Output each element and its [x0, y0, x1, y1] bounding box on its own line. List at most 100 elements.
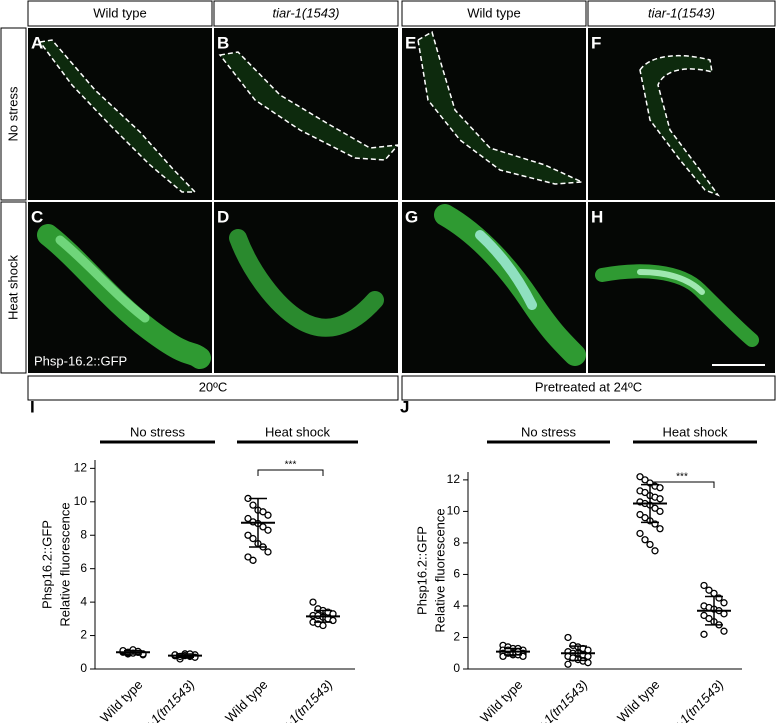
worm — [218, 51, 400, 161]
panel-letter: A — [31, 33, 43, 52]
data-point — [720, 627, 728, 635]
data-point — [584, 659, 592, 667]
data-point — [720, 599, 728, 607]
y-tick-label: 4 — [80, 594, 87, 608]
panel-letter: I — [30, 397, 35, 416]
worm-outlines — [38, 30, 721, 197]
row-label: Heat shock — [5, 254, 20, 320]
panel-letter: B — [217, 33, 229, 52]
data-point — [646, 540, 654, 549]
worm — [637, 269, 705, 295]
data-point — [700, 611, 708, 620]
y-axis-label: Relative fluorescence — [432, 508, 447, 632]
data-point — [641, 476, 649, 484]
y-axis-label: Phsp16.2::GFP — [414, 526, 429, 615]
panel-letter: C — [31, 207, 43, 226]
image — [588, 28, 775, 200]
data-point — [720, 610, 728, 618]
x-tick-label: tiar-1(tn1543) — [270, 677, 336, 723]
data-point — [651, 504, 659, 512]
data-point — [700, 581, 708, 590]
label-box — [27, 375, 399, 401]
column-header: tiar-1(1543) — [648, 5, 715, 20]
data-point — [656, 525, 664, 533]
data-point — [564, 633, 572, 642]
condition-label: Pretreated at 24ºC — [535, 379, 642, 394]
x-tick-label: tiar-1(tn1543) — [661, 677, 727, 723]
image — [214, 202, 398, 373]
label-box — [587, 0, 776, 27]
image — [588, 202, 775, 373]
data-point — [636, 529, 644, 538]
data-point — [656, 495, 664, 503]
micrographs — [28, 28, 775, 373]
data-point — [264, 548, 272, 556]
data-point — [244, 531, 252, 539]
x-tick-label: Wild type — [97, 677, 145, 723]
data-point — [249, 556, 257, 564]
x-tick-label: Wild type — [477, 677, 525, 723]
data-point — [656, 507, 664, 516]
y-axis-label: Relative fluorescence — [57, 502, 72, 626]
column-header: tiar-1(1543) — [273, 5, 340, 20]
data-point — [244, 553, 252, 561]
data-point — [584, 646, 592, 654]
data-point — [705, 614, 713, 623]
data-point — [249, 534, 257, 543]
y-tick-label: 8 — [453, 535, 460, 549]
significance-bracket — [257, 469, 324, 476]
column-header: Wild type — [467, 5, 520, 20]
significance: *** — [676, 472, 688, 483]
data-point — [636, 510, 644, 519]
x-tick-label: Wild type — [222, 677, 270, 723]
x-tick-label: Wild type — [614, 677, 662, 723]
panel-letter: H — [591, 207, 603, 226]
worm — [639, 54, 721, 197]
y-tick-label: 4 — [453, 598, 460, 612]
worm — [417, 30, 583, 185]
y-tick-label: 0 — [80, 661, 87, 675]
data-point — [249, 501, 257, 509]
y-axis-label: Phsp16.2::GFP — [39, 520, 54, 609]
data-point — [584, 652, 592, 661]
y-tick-label: 10 — [447, 504, 461, 518]
row-label: No stress — [5, 86, 20, 141]
panel-letter: F — [591, 33, 601, 52]
data-point — [244, 514, 252, 523]
column-header: Wild type — [93, 5, 146, 20]
panel-letter: J — [400, 397, 409, 416]
panel-letter: D — [217, 207, 229, 226]
data-point — [259, 508, 267, 516]
reporter-label: Phsp-16.2::GFP — [34, 353, 127, 368]
data-point — [641, 488, 649, 497]
condition-label: 20ºC — [199, 379, 228, 394]
data-point — [636, 473, 644, 481]
worm — [55, 235, 150, 323]
data-point — [651, 547, 659, 555]
y-tick-label: 12 — [447, 472, 461, 486]
data-point — [264, 526, 272, 534]
y-tick-label: 0 — [453, 661, 460, 675]
label-box — [0, 27, 27, 201]
group-label: No stress — [130, 424, 185, 439]
label-box — [401, 0, 587, 27]
label-box — [401, 375, 776, 401]
y-tick-label: 6 — [453, 567, 460, 581]
data-point — [700, 630, 708, 638]
significance: *** — [285, 460, 297, 471]
worm — [38, 39, 197, 193]
x-tick-label: tiar-1(tn1543) — [525, 677, 591, 723]
data-point — [264, 511, 272, 519]
worm — [229, 229, 384, 337]
data-point — [705, 586, 713, 594]
y-tick-label: 2 — [453, 630, 460, 644]
data-point — [641, 536, 649, 544]
group-label: No stress — [521, 424, 576, 439]
group-label: Heat shock — [662, 424, 728, 439]
worm-fluorescence — [37, 204, 759, 369]
label-box — [27, 0, 213, 27]
data-point — [710, 589, 718, 598]
panel-letter: E — [405, 33, 416, 52]
